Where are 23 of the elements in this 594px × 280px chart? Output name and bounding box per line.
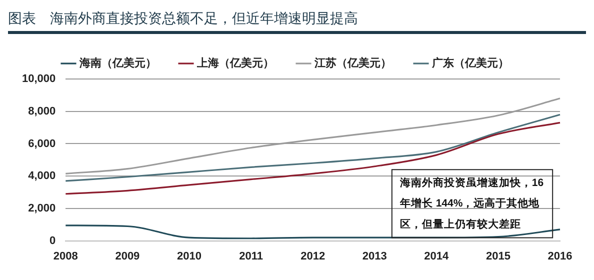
- legend-label: 海南（亿美元）: [78, 56, 156, 70]
- x-tick-label: 2015: [486, 250, 510, 262]
- y-tick-label: 10,000: [22, 73, 56, 86]
- legend-label: 广东（亿美元）: [431, 56, 509, 70]
- y-tick-label: 0: [50, 234, 56, 247]
- y-tick-label: 4,000: [28, 170, 56, 182]
- x-tick-label: 2008: [53, 250, 78, 262]
- line-series: [64, 98, 561, 174]
- x-tick-label: 2016: [548, 250, 572, 262]
- x-tick-label: 2013: [362, 250, 387, 262]
- x-tick-label: 2012: [300, 250, 326, 262]
- x-tick-label: 2010: [176, 250, 202, 262]
- line-series: [64, 122, 561, 195]
- y-tick-label: 6,000: [28, 138, 56, 150]
- x-tick-label: 2011: [239, 250, 263, 262]
- legend-label: 上海（亿美元）: [196, 56, 274, 70]
- x-tick-label: 2009: [115, 250, 140, 262]
- y-tick-label: 8,000: [28, 105, 56, 118]
- annotation: 海南外商投资虽增速加快，16 年增长 144%，远高于其他地区，但量上仍有较大差距: [398, 176, 544, 230]
- chart-title: 图表 海南外商直接投资总额不足，但近年增速明显提高: [8, 8, 586, 34]
- legend-label: 江苏（亿美元）: [314, 56, 392, 70]
- y-tick-label: 2,000: [28, 202, 56, 214]
- x-tick-label: 2014: [424, 250, 450, 262]
